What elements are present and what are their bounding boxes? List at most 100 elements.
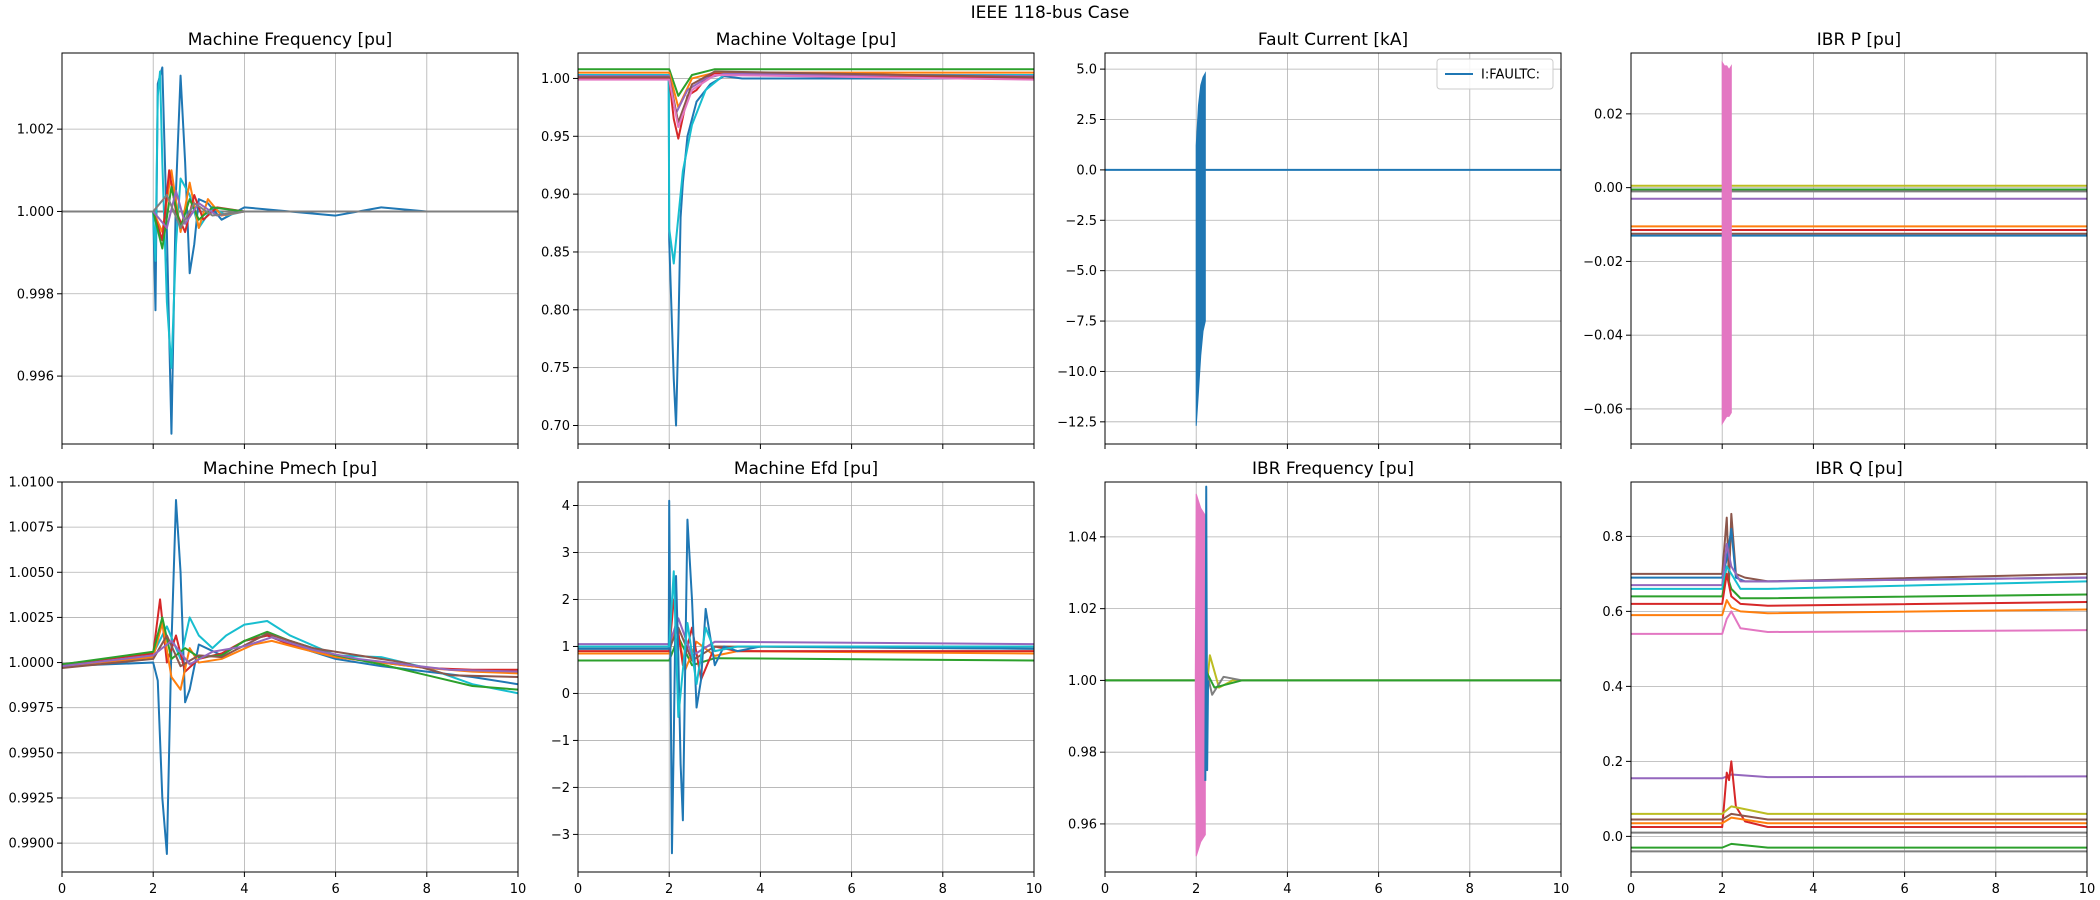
series-group	[578, 68, 1034, 427]
series-line	[578, 73, 1034, 265]
y-tick-label: 0.6	[1602, 605, 1623, 620]
axes-frame	[1104, 52, 1562, 445]
legend: I:FAULTC:	[1436, 58, 1554, 90]
x-tick-label: 0	[1627, 882, 1635, 897]
y-tick-label: −0.06	[1583, 402, 1623, 417]
series-line	[1631, 572, 2087, 600]
panel-ibr-p: −0.06 −0.04 −0.02 0.00 0.02 IBR P [pu]	[1583, 30, 2088, 449]
axes-frame	[61, 52, 519, 445]
y-tick-label: 0.80	[541, 303, 570, 318]
x-tick-label: 10	[1026, 882, 1043, 897]
y-tick-label: 1.0100	[9, 476, 55, 491]
series-line	[1631, 572, 2087, 607]
x-tick-label: 10	[510, 882, 527, 897]
series-group	[1105, 485, 1561, 857]
x-tick-label: 8	[1466, 882, 1474, 897]
panel-title: IBR P [pu]	[1817, 30, 1901, 50]
series-line	[578, 570, 1034, 718]
y-tick-label: −12.5	[1057, 415, 1097, 430]
y-tick-label: 0.998	[17, 287, 54, 302]
series-line	[578, 73, 1034, 129]
axes-frame	[1630, 52, 2088, 445]
axes-frame	[1104, 481, 1562, 873]
series-group	[578, 499, 1034, 855]
series-line	[578, 499, 1034, 855]
series-line	[62, 185, 518, 250]
series-group	[62, 499, 518, 855]
y-tick-label: 0.70	[541, 419, 570, 434]
series-line	[1631, 610, 2087, 635]
x-tick-label: 6	[331, 882, 339, 897]
panel-ibr-frequency: 0.96 0.98 1.00 1.02 1.04 0 2 4 6 8 10 IBR Frequency…	[1068, 459, 1569, 897]
y-tick-label: −2.5	[1065, 214, 1097, 229]
series-envelope	[1721, 60, 1732, 426]
y-tick-label: −2	[551, 781, 570, 796]
series-group	[1631, 512, 2087, 853]
axes-frame	[61, 481, 519, 873]
x-tick-label: 8	[423, 882, 431, 897]
y-tick-label: −3	[551, 828, 570, 843]
y-tick-label: 0.00	[1594, 181, 1623, 196]
y-tick-label: 0.0	[1602, 830, 1623, 845]
y-tick-label: 1.0000	[9, 656, 55, 671]
series-line	[62, 499, 518, 855]
panel-title: Machine Frequency [pu]	[188, 30, 393, 50]
y-tick-label: 0.4	[1602, 680, 1623, 695]
series-line	[578, 70, 1034, 124]
series-line	[1105, 668, 1561, 689]
x-tick-label: 2	[665, 882, 673, 897]
plot-area	[62, 482, 518, 872]
series-line	[1631, 565, 2087, 590]
series-line	[1631, 599, 2087, 617]
y-tick-label: 0.9925	[9, 791, 55, 806]
y-tick-label: 5.0	[1076, 63, 1097, 78]
y-tick-label: 1.000	[17, 205, 54, 220]
axes-frame	[577, 52, 1035, 445]
panel-machine-pmech: 0.9900 0.9925 0.9950 0.9975 1.0000 1.0025 1.00…	[9, 459, 527, 897]
series-line	[578, 68, 1034, 97]
legend-label: I:FAULTC:	[1481, 68, 1540, 83]
x-tick-label: 8	[1992, 882, 2000, 897]
x-tick-label: 4	[756, 882, 764, 897]
x-tick-label: 6	[847, 882, 855, 897]
y-tick-label: 1	[562, 640, 570, 655]
x-tick-label: 10	[2079, 882, 2096, 897]
y-tick-label: 0.996	[17, 370, 54, 385]
y-tick-label: −7.5	[1065, 315, 1097, 330]
series-line	[1631, 760, 2087, 828]
plot-area	[1631, 53, 2087, 444]
y-tick-label: −0.04	[1583, 329, 1623, 344]
series-envelope	[1194, 493, 1206, 857]
x-tick-label: 2	[1718, 882, 1726, 897]
y-tick-label: 0.9975	[9, 701, 55, 716]
x-tick-label: 0	[574, 882, 582, 897]
plot-area	[1631, 482, 2087, 872]
y-tick-label: 0.8	[1602, 530, 1623, 545]
y-tick-label: 2.5	[1076, 113, 1097, 128]
y-tick-label: 1.04	[1068, 530, 1097, 545]
y-tick-label: 0	[562, 687, 570, 702]
y-tick-label: 2	[562, 593, 570, 608]
x-tick-label: 2	[149, 882, 157, 897]
y-tick-label: 1.02	[1068, 602, 1097, 617]
panel-title: Machine Voltage [pu]	[716, 30, 897, 50]
y-tick-label: 4	[562, 499, 570, 514]
plot-area	[62, 53, 518, 444]
series-line	[62, 616, 518, 691]
panel-fault-current: −12.5 −10.0 −7.5 −5.0 −2.5 0.0 2.5 5.0 Fault Cur…	[1057, 30, 1562, 449]
series-envelope	[1195, 71, 1206, 426]
plot-area	[1105, 482, 1561, 872]
x-tick-label: 6	[1374, 882, 1382, 897]
x-tick-label: 4	[1283, 882, 1291, 897]
y-tick-label: 0.9950	[9, 746, 55, 761]
y-tick-label: 0.2	[1602, 755, 1623, 770]
y-tick-label: −0.02	[1583, 255, 1623, 270]
series-line	[1204, 485, 1210, 781]
series-line	[578, 72, 1034, 115]
plot-area	[578, 482, 1034, 872]
series-line	[1631, 816, 2087, 825]
y-tick-label: 1.002	[17, 123, 54, 138]
y-tick-label: 0.90	[541, 188, 570, 203]
series-line	[1631, 805, 2087, 815]
